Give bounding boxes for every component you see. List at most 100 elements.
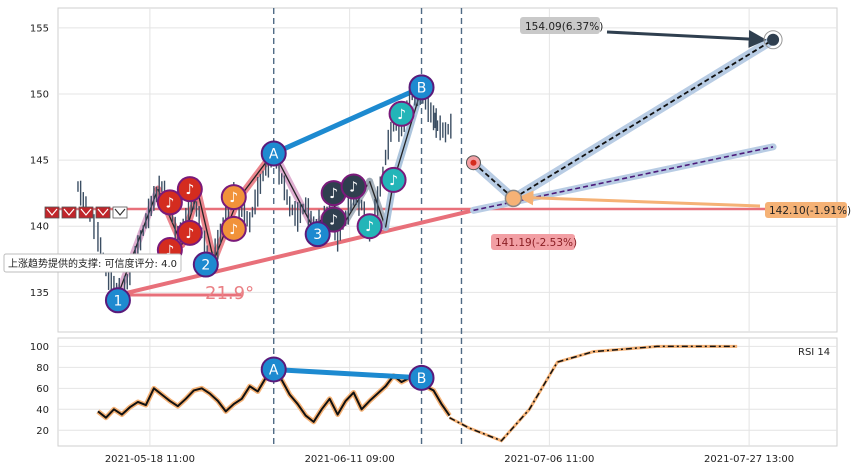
wave-label-circle: [304, 221, 331, 248]
wave-label-text: 3: [313, 227, 322, 243]
note-marker-circle: [380, 166, 407, 193]
wave-label-marker: 1: [104, 287, 131, 314]
note-marker: ♪: [220, 184, 247, 211]
music-note-icon: ♪: [229, 222, 238, 238]
price-tick-label: 140: [30, 222, 49, 233]
target-low-text: 141.19(-2.53%): [495, 237, 577, 249]
wave-zigzag-core: [273, 151, 315, 230]
rsi-panel: [57, 337, 838, 447]
music-note-icon: ♪: [165, 195, 174, 211]
support-label: 上涨趋势提供的支撑: 可信度评分: 4.0: [3, 253, 182, 273]
signal-icon-box: [44, 206, 60, 219]
rsi-ab-circle: [260, 356, 287, 383]
x-tick-label: 2021-07-06 11:00: [504, 454, 594, 465]
wave-label-marker: A: [260, 140, 287, 167]
angle-label: 21.9°: [205, 283, 254, 304]
note-marker: ♪: [320, 206, 347, 233]
price-tick-label: 150: [30, 89, 49, 100]
grid: [58, 8, 837, 446]
note-marker-circle: [340, 173, 367, 200]
target-up-label: 154.09(6.37%): [520, 17, 603, 34]
price-tick-label: 155: [30, 23, 49, 34]
rsi-tick-label: 100: [30, 342, 49, 353]
wave-label-circle: [192, 251, 219, 278]
rsi-ab-text: A: [269, 362, 279, 378]
wave-label-circle: [408, 74, 435, 101]
rsi-legend: RSI 14: [798, 347, 830, 358]
wave-label-text: 1: [113, 293, 122, 309]
note-marker-circle: [220, 215, 247, 242]
price-tick-label: 145: [30, 156, 49, 167]
target-low-label: 141.19(-2.53%): [491, 234, 577, 250]
rsi-tick-label: 80: [36, 363, 49, 374]
x-tick-label: 2021-06-11 09:00: [305, 454, 395, 465]
projection-path: [512, 38, 774, 200]
signal-icon: [112, 206, 128, 219]
target-mid-arrow: [518, 190, 761, 208]
signal-icon-glyph: [63, 208, 75, 216]
note-marker-circle: [320, 206, 347, 233]
support-label-text: 上涨趋势提供的支撑: 可信度评分: 4.0: [8, 257, 177, 270]
note-marker-circle: [220, 184, 247, 211]
wave-label-marker: 3: [304, 221, 331, 248]
music-note-icon: ♪: [365, 219, 374, 235]
music-note-icon: ♪: [329, 186, 338, 202]
music-note-icon: ♪: [185, 182, 194, 198]
rsi-tick-label: 40: [36, 405, 49, 416]
wave-label-marker: 2: [192, 251, 219, 278]
x-tick-label: 2021-07-27 13:00: [704, 454, 794, 465]
target-mid-label: 142.10(-1.91%): [765, 202, 851, 218]
target-mid-text: 142.10(-1.91%): [769, 205, 851, 217]
music-note-icon: ♪: [229, 190, 238, 206]
signal-icon-glyph: [114, 208, 126, 216]
projection-path: [472, 162, 515, 200]
rsi-ab-marker: A: [260, 356, 287, 383]
music-note-icon: ♪: [185, 226, 194, 242]
rsi-tick-label: 60: [36, 384, 49, 395]
signal-icon: [44, 206, 60, 219]
wave-label-text: A: [269, 146, 279, 162]
price-tick-label: 135: [30, 288, 49, 299]
note-marker: ♪: [220, 215, 247, 242]
note-marker-circle: [176, 219, 203, 246]
signal-icon-box: [78, 206, 94, 219]
rsi-projection: [449, 345, 738, 442]
x-tick-label: 2021-05-18 11:00: [105, 454, 195, 465]
projection-start-node-dot: [470, 159, 477, 166]
signal-icon-box: [95, 206, 111, 219]
music-note-icon: ♪: [165, 243, 174, 259]
signal-icon: [95, 206, 111, 219]
note-marker: ♪: [176, 219, 203, 246]
wave-label-circle: [260, 140, 287, 167]
wave-label-circle: [104, 287, 131, 314]
note-marker-circle: [176, 176, 203, 203]
projection-target-ring: [763, 30, 783, 50]
music-note-icon: ♪: [389, 173, 398, 189]
rsi-ab-text: B: [417, 371, 427, 387]
wave-zigzag-core: [197, 191, 215, 261]
ab-line: [272, 85, 423, 156]
signal-icon-box: [112, 206, 128, 219]
signal-icon-glyph: [97, 208, 109, 216]
signal-icon-glyph: [46, 208, 58, 216]
music-note-icon: ♪: [397, 107, 406, 123]
rsi-ab-circle: [408, 364, 435, 391]
rsi-ab-marker: B: [408, 364, 435, 391]
signal-icon-box: [61, 206, 77, 219]
wave-label-text: 2: [201, 258, 210, 274]
target-up-text: 154.09(6.37%): [525, 21, 603, 33]
overlay: [465, 30, 783, 214]
rsi-tick-label: 20: [36, 426, 49, 437]
signal-icon: [61, 206, 77, 219]
note-marker: ♪: [388, 100, 415, 127]
note-marker: ♪: [380, 166, 407, 193]
note-marker-circle: [356, 213, 383, 240]
rsi-series: AB: [96, 344, 738, 443]
note-marker-circle: [388, 100, 415, 127]
signal-icon-glyph: [80, 208, 92, 216]
note-marker-circle: [156, 189, 183, 216]
note-marker: ♪: [156, 189, 183, 216]
projection-target-node: [767, 33, 780, 46]
signal-icon: [78, 206, 94, 219]
